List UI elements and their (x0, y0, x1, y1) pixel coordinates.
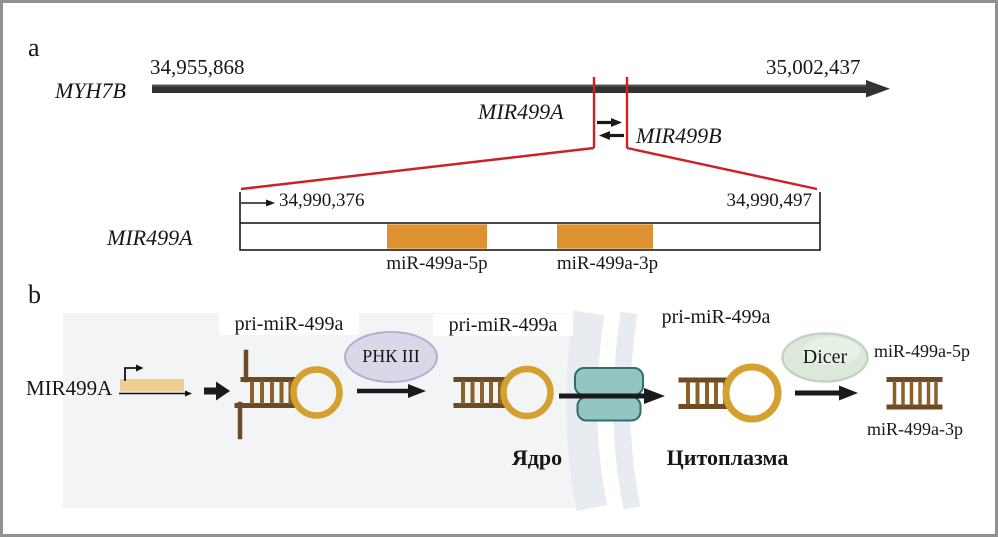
baseline-arrowhead-icon (185, 390, 192, 397)
mir499a-gene-text: MIR499A (26, 376, 113, 400)
zoom-end-coordinate: 34,990,497 (726, 190, 813, 211)
arrow-left-head-icon (599, 131, 610, 140)
myh7b-gene-label: MYH7B (55, 78, 126, 103)
nucleus-label: Ядро (511, 445, 563, 470)
zoom-gene-label: MIR499A (107, 225, 193, 250)
dicer-label: Dicer (802, 346, 848, 368)
gene-bar-highlight (152, 84, 866, 87)
pri-mir-hairpin-1-icon (234, 349, 343, 440)
arrow-right-head-icon (611, 118, 622, 127)
pri-mir-hairpin-2-icon (453, 365, 554, 420)
red-fan-right (626, 146, 818, 191)
pri-mir-label-2: pri-miR-499a (433, 314, 573, 336)
hairpin1-loop (290, 366, 343, 419)
cytoplasm-label: Цитоплазма (666, 445, 789, 470)
exon-mir-499a-5p (387, 224, 487, 249)
exon-5p-label: miR-499a-5p (386, 253, 488, 274)
mir499a-gene-label: MIR499A (478, 99, 564, 124)
processing-arrow-2 (357, 384, 426, 398)
transcription-start-arrowhead-icon (266, 199, 275, 207)
panel-a-label: a (28, 33, 40, 62)
transcription-arrow-icon (204, 381, 230, 401)
hairpin3-loop (722, 363, 782, 423)
pore-bottom-spool (576, 396, 642, 422)
pri-mir-hairpin-3-icon (678, 363, 782, 423)
zoom-callout-lines (240, 77, 818, 191)
zoom-start-coordinate: 34,990,376 (279, 190, 365, 211)
zoom-box-outline (239, 222, 821, 251)
panel-b-label: b (28, 280, 41, 309)
mirna-duplex-icon (886, 377, 943, 410)
gene-bar-arrowhead-icon (866, 80, 890, 98)
rnase-iii-enzyme-ellipse (344, 331, 438, 383)
pri-mir-label-3: pri-miR-499a (661, 306, 771, 328)
rnase-iii-label: РНК III (362, 346, 420, 366)
dicer-enzyme-ellipse (781, 332, 869, 383)
export-arrow-3 (559, 388, 665, 404)
mir499a-zoom-box (239, 192, 821, 251)
dicing-arrow-4 (795, 385, 858, 401)
mir499-orientation-arrows (597, 118, 624, 140)
promoter-arrowhead-icon (136, 364, 144, 372)
hairpin2-loop (500, 365, 554, 420)
arrow2-head-icon (408, 384, 426, 398)
arrow4-head-icon (839, 385, 858, 401)
mir499a-gene-glyph (119, 364, 192, 397)
mature-mir-3p-label: miR-499a-3p (867, 419, 963, 439)
mir499b-gene-label: MIR499B (636, 123, 722, 148)
mature-mir-5p-label: miR-499a-5p (874, 341, 970, 361)
gene-end-coordinate: 35,002,437 (766, 55, 861, 79)
dicer-highlight (802, 337, 860, 365)
gene-start-coordinate: 34,955,868 (150, 55, 245, 79)
gene-bar-line (152, 84, 866, 93)
pri-mir-label-1: pri-miR-499a (219, 313, 359, 335)
gene-body (120, 379, 184, 392)
arrow3-head-icon (644, 388, 665, 404)
promoter-bent-arrow (124, 367, 136, 381)
exon-3p-label: miR-499a-3p (556, 253, 659, 274)
red-fan-left (240, 146, 595, 191)
myh7b-gene-bar (152, 80, 890, 98)
exon-mir-499a-3p (557, 224, 653, 249)
